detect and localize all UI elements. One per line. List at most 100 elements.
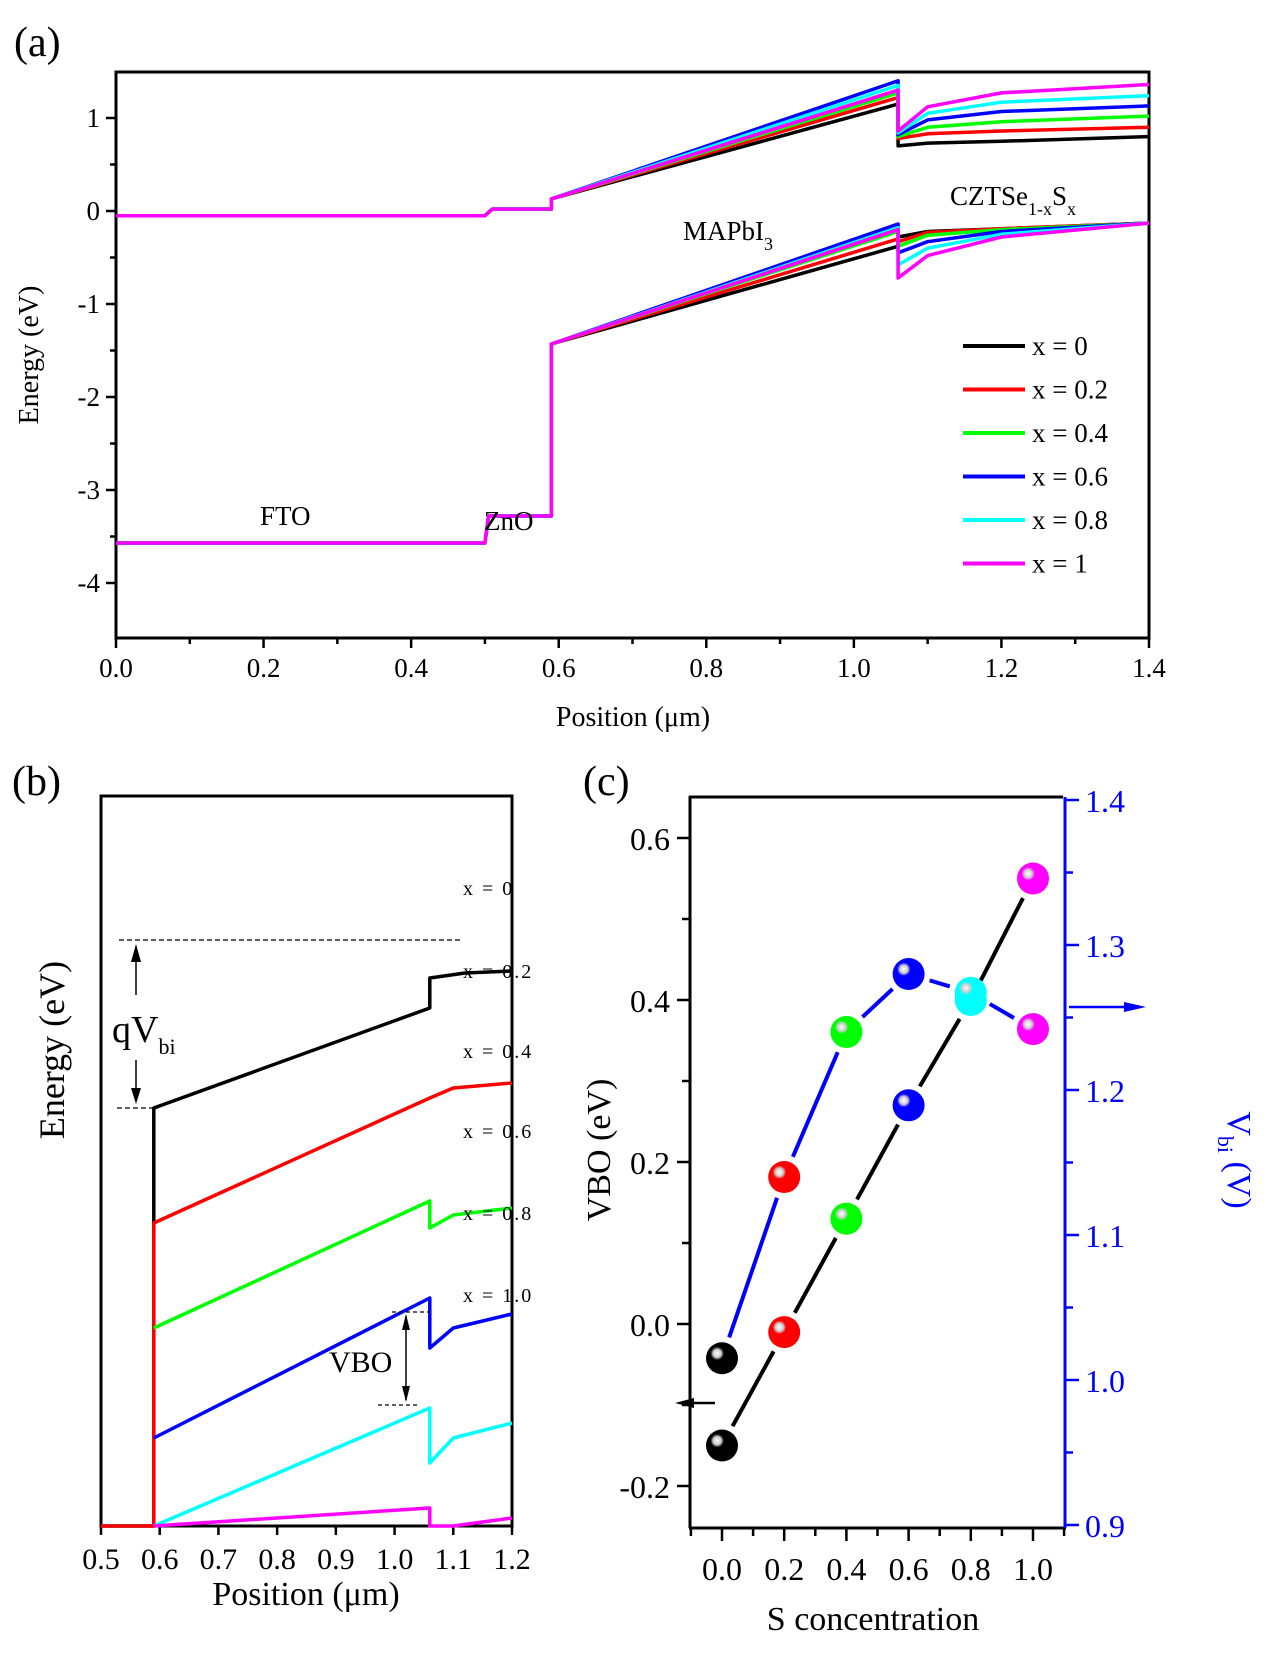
curve-label: x = 0.4 <box>463 1041 533 1063</box>
panel-a-label: (a) <box>14 20 61 66</box>
y-tick-label: -3 <box>78 475 101 505</box>
series-cb-line <box>116 82 1150 218</box>
vbo-point <box>892 1089 925 1122</box>
annotation-cztse-sub: 1-x <box>1028 199 1052 219</box>
y-tick-label: -4 <box>78 568 101 598</box>
x-tick-label: 1.0 <box>1013 1551 1053 1587</box>
vbo-point <box>830 1202 863 1235</box>
series-segment <box>730 1350 776 1428</box>
series-segment <box>979 897 1025 982</box>
x-tick-label: 0.2 <box>247 653 281 683</box>
curve-label: x = 0.6 <box>463 1121 533 1143</box>
x-tick-label: 0.6 <box>141 1543 179 1576</box>
series-segment <box>791 1051 840 1158</box>
annotation-zno: ZnO <box>484 506 534 536</box>
panel-c: (c) 0.0 0.2 0.4 0.6 0.8 1.0 0.6 0.4 0.2 0.0 -0.2 1.… <box>581 759 1257 1638</box>
ylabel-right-v: V <box>1220 1111 1257 1136</box>
panel-b-xlabel: Position (μm) <box>212 1576 399 1613</box>
vbi-point <box>1017 1013 1049 1046</box>
x-tick-label: 0.0 <box>99 653 133 683</box>
panel-a-xlabel: Position (μm) <box>556 702 710 733</box>
curve-label: x = 1.0 <box>463 1285 533 1307</box>
panel-a-legend: x = 0 x = 0.2 x = 0.4 x = 0.6 x = 0.8 x = 1 <box>963 331 1108 579</box>
series-line <box>101 1081 513 1528</box>
series-segment <box>929 978 951 989</box>
y-left-tick-label: 0.0 <box>630 1307 670 1343</box>
series-segment <box>793 1237 838 1314</box>
series-segment <box>727 1197 779 1339</box>
y-right-tick-label: 1.2 <box>1085 1073 1125 1109</box>
series-segment <box>861 987 894 1019</box>
vbi-point <box>706 1342 738 1375</box>
x-tick-label: 0.5 <box>82 1543 120 1576</box>
annotation-cztse: CZTSe <box>950 181 1028 211</box>
x-tick-label: 0.2 <box>764 1551 804 1587</box>
ylabel-right-sub: bi <box>1213 1136 1238 1153</box>
curve-label: x = 0.2 <box>463 961 533 983</box>
panel-a-frame <box>114 70 1151 640</box>
panel-b-ticks: 0.5 0.6 0.7 0.8 0.9 1.0 1.1 1.2 <box>82 1526 531 1576</box>
vbi-point <box>954 976 987 1009</box>
panel-c-ylabel-left: VBO (eV) <box>581 1079 618 1222</box>
panel-a-ticks: 0.0 0.2 0.4 0.6 0.8 1.0 1.2 1.4 1 0 -1 -2 -3 -4 <box>78 103 1167 683</box>
x-tick-label: 1.2 <box>493 1543 531 1576</box>
annotation-mapbi-sub: 3 <box>764 234 773 254</box>
x-tick-label: 0.4 <box>826 1551 866 1587</box>
panel-b-label: (b) <box>12 759 61 805</box>
panel-a-ylabel: Energy (eV) <box>14 286 45 425</box>
annotation-s-sub: x <box>1067 199 1076 219</box>
annotation-vbo: VBO <box>329 1346 392 1379</box>
panel-c-points <box>706 862 1049 1462</box>
x-tick-label: 1.2 <box>985 653 1019 683</box>
arrow-right-icon <box>1124 1002 1146 1012</box>
panel-b-lines <box>101 969 513 1528</box>
y-right-tick-label: 1.3 <box>1085 928 1125 964</box>
series-segment <box>988 1002 1015 1020</box>
panel-b: (b) 0.5 0.6 0.7 0.8 0.9 1.0 1.1 1.2 x = 0 x = 0.… <box>12 759 533 1613</box>
annotation-qvbi: qVbi <box>112 1009 176 1059</box>
y-right-tick-label: 0.9 <box>1085 1508 1125 1544</box>
y-right-tick-label: 1.0 <box>1085 1363 1125 1399</box>
annotation-mapbi: MAPbI <box>683 216 764 246</box>
y-left-tick-label: 0.4 <box>630 983 670 1019</box>
x-tick-label: 0.4 <box>394 653 428 683</box>
y-right-tick-label: 1.4 <box>1085 783 1125 819</box>
annotation-qvbi-sub: bi <box>158 1034 175 1059</box>
series-segment <box>918 1017 962 1088</box>
series-line <box>153 1199 513 1330</box>
x-tick-label: 0.8 <box>951 1551 991 1587</box>
series-line <box>153 1506 513 1528</box>
legend-label: x = 0.6 <box>1032 462 1108 492</box>
x-tick-label: 0.0 <box>702 1551 742 1587</box>
vbi-point <box>892 958 925 990</box>
legend-label: x = 0.8 <box>1032 505 1108 535</box>
annotation-s: S <box>1052 181 1067 211</box>
x-tick-label: 0.6 <box>889 1551 929 1587</box>
legend-label: x = 0.2 <box>1032 375 1108 405</box>
x-tick-label: 1.0 <box>837 653 871 683</box>
arrow-up-icon <box>131 944 141 962</box>
series-line <box>153 1296 513 1440</box>
annotation-cztsse: CZTSe1-xSx <box>950 181 1076 219</box>
arrow-left-icon <box>675 1398 694 1408</box>
series-vb-line <box>116 221 1150 545</box>
x-tick-label: 0.7 <box>200 1543 238 1576</box>
y-left-tick-label: 0.6 <box>630 821 670 857</box>
curve-label: x = 0 <box>463 878 514 900</box>
x-tick-label: 0.8 <box>258 1543 296 1576</box>
panel-c-label: (c) <box>583 759 630 805</box>
annotation-fto: FTO <box>260 501 311 531</box>
panel-c-lines <box>727 897 1025 1428</box>
y-tick-label: 0 <box>87 196 101 226</box>
panel-b-ylabel: Energy (eV) <box>32 961 72 1139</box>
series-vb-line <box>116 221 1150 545</box>
y-left-tick-label: 0.2 <box>630 1145 670 1181</box>
y-tick-label: 1 <box>87 103 101 133</box>
y-tick-label: -1 <box>78 289 101 319</box>
ylabel-right-unit: (V) <box>1220 1153 1257 1209</box>
annotation-mapbi3: MAPbI3 <box>683 216 773 254</box>
vbo-point <box>768 1316 801 1349</box>
panel-a: (a) 0.0 0.2 0.4 0.6 0.8 1.0 1.2 1.4 1 0 -1 -2 -3 -4 F… <box>14 20 1166 733</box>
x-tick-label: 1.0 <box>376 1543 414 1576</box>
x-tick-label: 1.1 <box>435 1543 473 1576</box>
